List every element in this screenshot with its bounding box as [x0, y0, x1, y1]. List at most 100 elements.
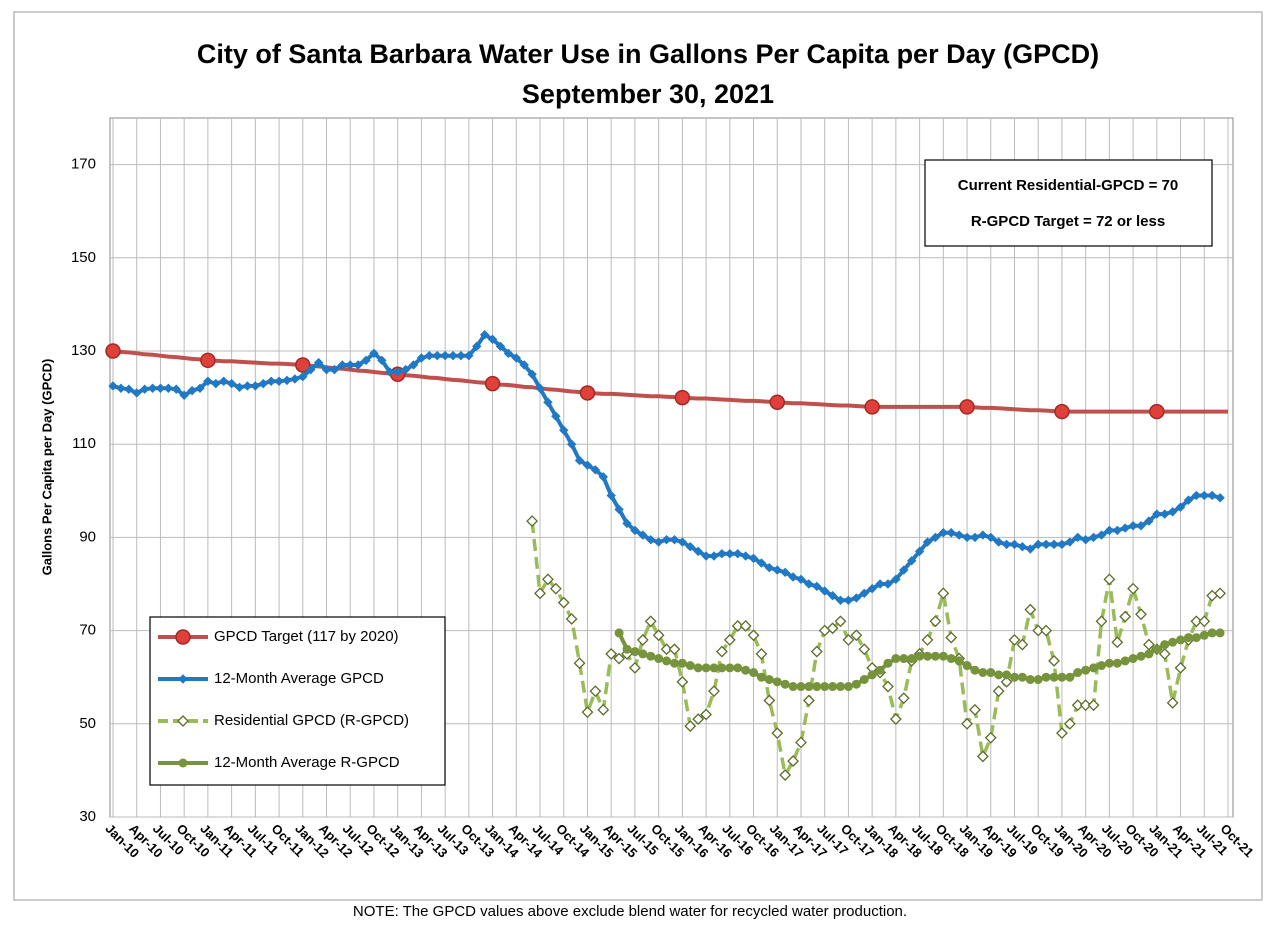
marker [945, 631, 958, 644]
marker [1104, 658, 1114, 668]
marker [1152, 509, 1162, 519]
marker [200, 352, 216, 369]
marker [163, 383, 174, 393]
marker [1111, 636, 1124, 649]
annotation-box [924, 159, 1213, 247]
marker [859, 588, 869, 599]
marker [1017, 542, 1028, 552]
marker [581, 706, 594, 719]
marker [549, 582, 562, 595]
marker [574, 455, 585, 466]
marker [1183, 633, 1193, 643]
marker [986, 668, 996, 678]
marker [638, 530, 648, 540]
marker [1048, 654, 1060, 667]
marker [542, 573, 554, 586]
marker [622, 644, 632, 654]
marker [867, 670, 877, 680]
marker [1087, 699, 1100, 712]
marker [484, 375, 501, 392]
marker [408, 360, 419, 370]
marker [636, 634, 649, 646]
marker [1009, 539, 1020, 550]
marker [211, 378, 221, 389]
marker [654, 654, 664, 664]
marker [1167, 507, 1178, 517]
marker [851, 593, 862, 603]
marker [723, 634, 736, 646]
marker [337, 360, 348, 370]
marker [565, 613, 578, 625]
marker [787, 755, 799, 767]
marker [1135, 608, 1147, 621]
marker [970, 532, 980, 543]
marker [725, 663, 735, 673]
marker [385, 367, 395, 377]
marker [677, 537, 688, 547]
marker [1199, 490, 1209, 501]
marker [282, 375, 292, 386]
marker [725, 549, 735, 559]
marker [700, 708, 713, 721]
marker [653, 537, 664, 547]
marker [756, 558, 767, 568]
marker [755, 647, 768, 660]
marker [613, 652, 626, 665]
marker [1112, 525, 1122, 536]
marker [827, 590, 838, 601]
marker [1073, 532, 1083, 543]
marker [582, 460, 593, 470]
marker [779, 769, 792, 781]
marker [630, 525, 640, 536]
marker [187, 385, 197, 396]
marker [345, 360, 355, 370]
marker [717, 549, 727, 559]
chart-subtitle: September 30, 2021 [522, 79, 774, 109]
marker [1191, 490, 1202, 501]
marker [992, 685, 1005, 698]
marker [669, 535, 680, 545]
marker [843, 682, 853, 692]
marker [802, 694, 815, 707]
marker [258, 378, 268, 389]
marker [1041, 672, 1051, 682]
marker [1183, 495, 1194, 505]
marker [1025, 544, 1036, 554]
marker [1024, 603, 1037, 616]
marker [938, 528, 949, 538]
marker [899, 654, 909, 664]
legend-label: Residential GPCD (R-GPCD) [214, 712, 409, 729]
legend-box [149, 616, 446, 786]
marker [598, 472, 608, 482]
marker [1017, 672, 1027, 682]
note: NOTE: The GPCD values above exclude blen… [353, 903, 907, 920]
marker [978, 668, 988, 678]
marker [875, 579, 885, 589]
marker [709, 663, 719, 673]
marker [139, 384, 150, 394]
marker [440, 350, 450, 361]
marker [503, 348, 514, 359]
marker [1096, 661, 1106, 671]
marker [566, 439, 577, 449]
marker [929, 615, 942, 628]
marker [828, 682, 838, 692]
marker [733, 549, 743, 559]
marker [646, 535, 656, 545]
marker [1016, 638, 1029, 651]
marker [850, 629, 863, 642]
marker [1065, 672, 1075, 682]
marker [780, 567, 790, 578]
marker [780, 679, 790, 689]
marker [534, 587, 546, 600]
marker [978, 530, 988, 540]
y-tick-label: 130 [71, 342, 96, 359]
marker [842, 634, 855, 646]
marker [1065, 537, 1075, 547]
marker [242, 381, 253, 391]
marker [756, 672, 766, 682]
marker [234, 382, 245, 393]
marker [891, 574, 901, 585]
marker [906, 555, 917, 566]
marker [749, 668, 759, 678]
